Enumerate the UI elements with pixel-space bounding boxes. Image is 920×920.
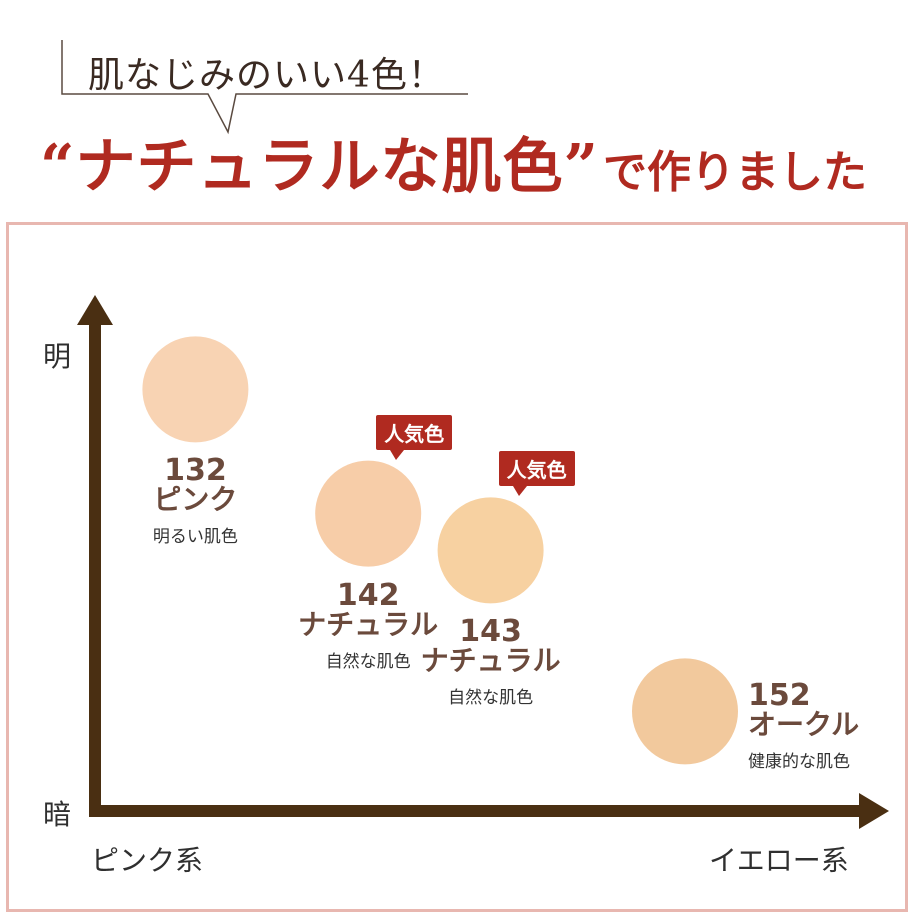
headline-main: “ナチュラルな肌色” (40, 132, 600, 202)
swatch-132 (142, 336, 249, 443)
x-axis-line (89, 805, 863, 817)
swatch-code-label: 152 (748, 678, 811, 714)
x-axis-arrow (859, 793, 889, 829)
swatch-name-label: ナチュラル (420, 644, 561, 678)
x-axis-high-label: イエロー系 (709, 844, 849, 877)
callout-text: 肌なじみのいい4色！ (88, 55, 445, 96)
chart-svg (77, 295, 889, 829)
chart-panel: 明 暗 ピンク系 イエロー系 132 ピンク 明るい肌色 142 ナチュラル 自然な肌色人… (6, 222, 908, 912)
y-axis-low-label: 暗 (43, 798, 72, 831)
headline-suffix: で作りました (603, 147, 868, 198)
swatch-desc-label: 自然な肌色 (448, 688, 534, 709)
swatch-143 (437, 497, 544, 604)
swatch-152 (632, 658, 738, 765)
swatch-142 (315, 460, 422, 567)
swatch-desc-label: 健康的な肌色 (748, 752, 850, 773)
callout-bubble: 肌なじみのいい4色！ (58, 38, 468, 135)
y-axis-arrow (77, 295, 113, 325)
swatch-desc-label: 自然な肌色 (325, 651, 411, 672)
swatch-code-label: 143 (459, 614, 522, 650)
swatch-desc-label: 明るい肌色 (152, 527, 238, 548)
y-axis-high-label: 明 (43, 340, 72, 373)
swatch-name-label: ナチュラル (298, 607, 439, 641)
swatch-name-label: ピンク (153, 483, 238, 517)
popular-badge: 人気色 (376, 414, 453, 460)
headline: “ナチュラルな肌色”で作りました (40, 118, 890, 208)
popular-badge: 人気色 (498, 451, 575, 497)
swatch-code-label: 142 (336, 577, 400, 613)
swatch-code-label: 132 (164, 453, 227, 489)
callout-outline (61, 40, 468, 135)
y-axis-line (89, 315, 101, 817)
x-axis-low-label: ピンク系 (91, 844, 204, 877)
swatch-name-label: オークル (748, 708, 860, 742)
